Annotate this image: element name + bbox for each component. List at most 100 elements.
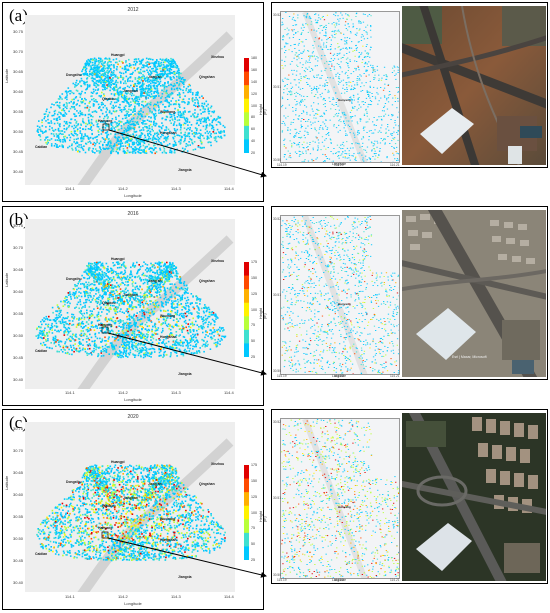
building-point (93, 71, 96, 73)
building-point (100, 82, 102, 85)
building-point (90, 142, 92, 144)
building-point (123, 82, 125, 85)
building-point (294, 54, 296, 56)
building-point (298, 150, 300, 152)
building-point (152, 70, 154, 73)
building-point (217, 317, 219, 319)
building-point (358, 56, 360, 58)
building-point (300, 99, 302, 101)
building-point (87, 128, 90, 130)
building-point (94, 298, 97, 301)
building-point (288, 29, 290, 31)
building-point (170, 122, 172, 124)
building-point (164, 97, 167, 99)
building-point (368, 157, 370, 159)
building-point (165, 75, 168, 78)
building-point (329, 119, 331, 121)
building-point (168, 105, 170, 107)
building-point (119, 66, 122, 68)
building-point (299, 130, 301, 132)
building-point (158, 351, 161, 354)
building-point (302, 64, 304, 66)
building-point (126, 119, 129, 122)
building-point (131, 87, 134, 89)
building-point (217, 135, 220, 138)
building-point (284, 52, 286, 54)
building-point (300, 136, 303, 138)
building-point (107, 271, 110, 273)
building-point (392, 161, 394, 162)
building-point (302, 147, 304, 148)
building-point (104, 300, 107, 303)
building-point (363, 104, 365, 105)
building-point (124, 117, 127, 119)
building-point (333, 98, 335, 100)
satellite-image-a (402, 6, 546, 165)
building-point (38, 332, 41, 334)
building-point (77, 345, 80, 347)
building-point (372, 65, 374, 67)
building-point (315, 113, 317, 115)
building-point (100, 264, 102, 267)
building-point (116, 282, 118, 284)
building-point (359, 120, 362, 122)
building-point (107, 287, 110, 289)
building-point (164, 151, 166, 154)
building-point (158, 264, 160, 267)
building-point (176, 70, 179, 73)
building-point (119, 103, 121, 106)
building-point (381, 124, 383, 126)
building-point (344, 37, 346, 39)
building-point (219, 343, 221, 346)
building-point (292, 30, 294, 32)
building-point (304, 77, 306, 78)
building-point (103, 283, 105, 286)
building-point (110, 128, 112, 130)
colorbar-tick: 20 (251, 151, 255, 155)
building-point (86, 60, 88, 62)
building-point (324, 103, 326, 105)
building-point (142, 127, 144, 129)
building-point (359, 74, 361, 76)
building-point (205, 125, 208, 128)
building-point (97, 68, 99, 71)
building-point (363, 66, 365, 68)
building-point (57, 136, 60, 138)
building-point (165, 92, 167, 94)
building-point (115, 93, 117, 95)
building-point (283, 144, 285, 146)
building-point (301, 99, 303, 101)
building-point (151, 152, 153, 154)
building-point (282, 35, 284, 37)
building-point (163, 268, 165, 270)
building-point (376, 119, 378, 121)
building-point (126, 69, 129, 71)
building-point (91, 324, 94, 327)
building-point (370, 26, 372, 28)
building-point (168, 143, 171, 145)
building-point (87, 148, 90, 150)
building-point (88, 59, 91, 62)
building-point (159, 149, 162, 151)
building-point (184, 297, 186, 300)
building-point (154, 64, 156, 66)
building-point (296, 131, 298, 133)
building-point (127, 77, 130, 80)
building-point (166, 92, 168, 95)
building-point (102, 86, 105, 88)
building-point (330, 108, 332, 110)
building-point (84, 69, 87, 72)
building-point (98, 332, 100, 334)
building-point (103, 62, 106, 64)
building-point (50, 132, 53, 135)
building-point (160, 331, 163, 334)
building-point (150, 85, 152, 87)
building-point (339, 49, 341, 51)
building-point (189, 302, 192, 305)
building-point (330, 161, 333, 162)
building-point (172, 145, 175, 147)
building-point (198, 105, 200, 107)
building-point (193, 115, 195, 117)
building-point (348, 99, 350, 100)
building-point (172, 85, 174, 87)
